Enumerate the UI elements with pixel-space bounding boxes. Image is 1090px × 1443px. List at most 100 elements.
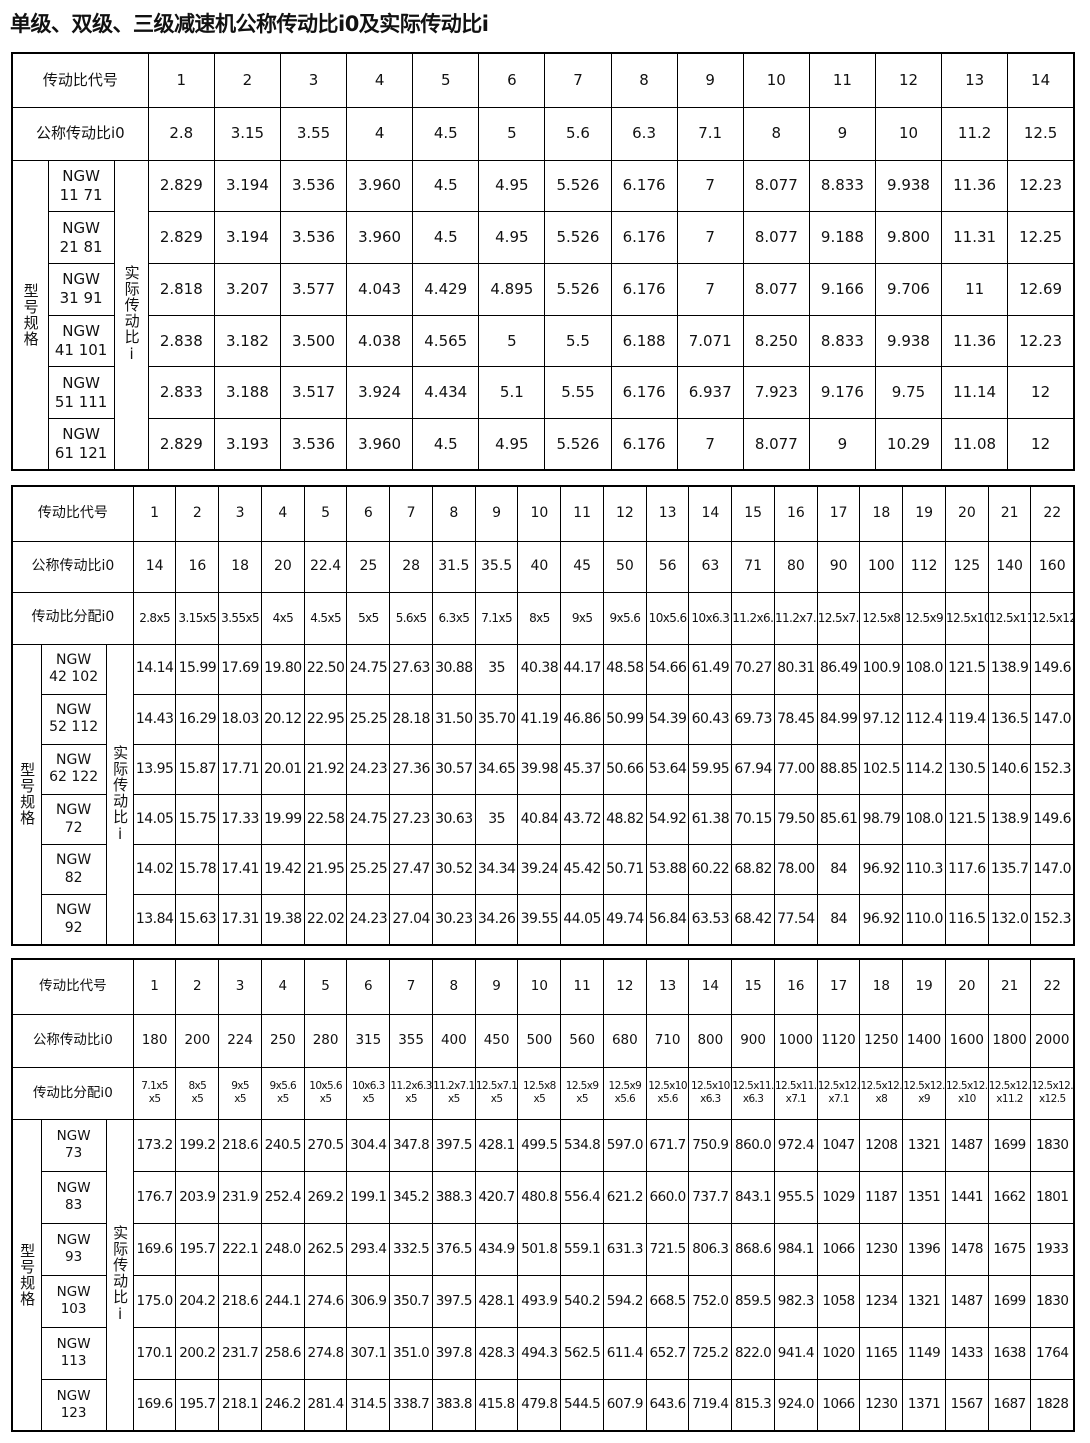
value-cell: 6.937 xyxy=(676,366,744,419)
value-cell: 397.5 xyxy=(431,1274,476,1328)
value-cell: 3.188 xyxy=(213,366,281,419)
header-cell: 8x5 xyxy=(517,591,562,645)
value-cell: 281.4 xyxy=(303,1378,348,1432)
model-cell: NGW 103 xyxy=(40,1274,107,1328)
value-cell: 822.0 xyxy=(731,1326,775,1380)
value-cell: 428.1 xyxy=(474,1118,519,1172)
value-cell: 27.36 xyxy=(389,743,433,796)
actual-label: 实际传动比i xyxy=(105,1118,134,1432)
value-cell: 1165 xyxy=(859,1326,904,1380)
value-cell: 3.194 xyxy=(213,211,281,264)
value-cell: 3.536 xyxy=(279,211,348,264)
value-cell: 8.077 xyxy=(742,417,810,471)
header-cell: 22.4 xyxy=(303,540,348,593)
value-cell: 173.2 xyxy=(132,1118,177,1172)
header-cell: 6.3x5 xyxy=(431,591,476,645)
row-label: 公称传动比i0 xyxy=(11,1013,134,1068)
value-cell: 955.5 xyxy=(773,1170,818,1224)
header-cell: 20 xyxy=(260,540,305,593)
value-cell: 40.38 xyxy=(517,643,562,695)
value-cell: 332.5 xyxy=(389,1222,433,1276)
header-cell: 16 xyxy=(175,540,220,593)
value-cell: 1567 xyxy=(944,1378,989,1432)
value-cell: 14.43 xyxy=(132,693,177,745)
value-cell: 15.78 xyxy=(175,844,220,896)
value-cell: 11 xyxy=(941,262,1009,316)
value-cell: 50.71 xyxy=(602,844,647,896)
value-cell: 244.1 xyxy=(260,1274,305,1328)
value-cell: 1675 xyxy=(987,1222,1032,1276)
value-cell: 1933 xyxy=(1030,1222,1075,1276)
value-cell: 4.565 xyxy=(412,314,480,368)
value-cell: 9 xyxy=(808,417,876,471)
header-cell: 12.5x11.2 xyxy=(987,591,1032,645)
value-cell: 149.6 xyxy=(1030,643,1075,695)
value-cell: 138.9 xyxy=(987,643,1032,695)
value-cell: 2.829 xyxy=(147,159,215,213)
value-cell: 152.3 xyxy=(1030,743,1075,796)
value-cell: 1662 xyxy=(987,1170,1032,1224)
header-cell: 11.2x6.3 xyxy=(731,591,775,645)
header-cell: 8 xyxy=(742,106,810,161)
value-cell: 652.7 xyxy=(645,1326,690,1380)
value-cell: 1058 xyxy=(816,1274,861,1328)
header-cell: 12.5x7.1 x5 xyxy=(474,1066,519,1120)
value-cell: 540.2 xyxy=(560,1274,604,1328)
value-cell: 45.42 xyxy=(560,844,604,896)
value-cell: 45.37 xyxy=(560,743,604,796)
data-row: 型号规格 NGW 73 实际传动比i 173.2 199.2 218.6 240.5 270.… xyxy=(11,1118,1075,1432)
data-row: NGW 113 170.1 200.2 231.7 258.6 274.8 307.1 351… xyxy=(12,1326,1075,1380)
value-cell: 7.923 xyxy=(742,366,810,419)
data-row: NGW 61 121 2.829 3.193 3.536 3.960 4.5 4.95 5.5… xyxy=(12,417,1075,471)
value-cell: 27.04 xyxy=(389,894,433,946)
value-cell: 85.61 xyxy=(816,794,861,846)
value-cell: 2.838 xyxy=(147,314,215,368)
data-row: NGW 83 176.7 203.9 231.9 252.4 269.2 199.1 345.… xyxy=(12,1170,1075,1224)
value-cell: 199.1 xyxy=(346,1170,391,1224)
header-cell: 4 xyxy=(346,52,414,108)
value-cell: 1801 xyxy=(1030,1170,1075,1224)
value-cell: 88.85 xyxy=(816,743,861,796)
value-cell: 41.19 xyxy=(517,693,562,745)
value-cell: 204.2 xyxy=(175,1274,220,1328)
value-cell: 737.7 xyxy=(688,1170,733,1224)
value-cell: 307.1 xyxy=(346,1326,391,1380)
row-label: 传动比分配i0 xyxy=(11,591,134,645)
value-cell: 44.17 xyxy=(560,643,604,695)
data-row: NGW 93 169.6 195.7 222.1 248.0 262.5 293.4 332.… xyxy=(12,1222,1075,1276)
header-cell: 17 xyxy=(816,958,861,1015)
value-cell: 14.14 xyxy=(132,643,177,695)
value-cell: 246.2 xyxy=(260,1378,305,1432)
header-cell: 12.5x12.5 x8 xyxy=(859,1066,904,1120)
value-cell: 15.63 xyxy=(175,894,220,946)
header-cell: 90 xyxy=(816,540,861,593)
value-cell: 350.7 xyxy=(389,1274,433,1328)
header-cell: 19 xyxy=(902,958,946,1015)
value-cell: 752.0 xyxy=(688,1274,733,1328)
value-cell: 117.6 xyxy=(944,844,989,896)
value-cell: 34.26 xyxy=(474,894,519,946)
header-row: 传动比分配i0 2.8x5 3.15x5 3.55x5 4x5 4.5x5 5x5 5.6x5… xyxy=(11,591,1075,645)
value-cell: 6.176 xyxy=(610,211,678,264)
value-cell: 5.55 xyxy=(544,366,612,419)
value-cell: 1830 xyxy=(1030,1274,1075,1328)
header-cell: 12.5x8 x5 xyxy=(517,1066,562,1120)
value-cell: 5 xyxy=(478,314,546,368)
value-cell: 415.8 xyxy=(474,1378,519,1432)
data-row: NGW 51 111 2.833 3.188 3.517 3.924 4.434 5.1 5.… xyxy=(12,366,1075,419)
header-cell: 125 xyxy=(944,540,989,593)
value-cell: 222.1 xyxy=(218,1222,262,1276)
value-cell: 859.5 xyxy=(731,1274,775,1328)
value-cell: 1441 xyxy=(944,1170,989,1224)
value-cell: 12.69 xyxy=(1007,262,1075,316)
value-cell: 22.50 xyxy=(303,643,348,695)
value-cell: 116.5 xyxy=(944,894,989,946)
header-cell: 2 xyxy=(175,958,220,1015)
value-cell: 11.36 xyxy=(941,314,1009,368)
value-cell: 262.5 xyxy=(303,1222,348,1276)
value-cell: 8.077 xyxy=(742,262,810,316)
header-cell: 45 xyxy=(560,540,604,593)
value-cell: 21.95 xyxy=(303,844,348,896)
data-row: NGW 72 14.05 15.75 17.33 19.99 22.58 24.75 27.2… xyxy=(12,794,1075,846)
value-cell: 68.82 xyxy=(731,844,775,896)
